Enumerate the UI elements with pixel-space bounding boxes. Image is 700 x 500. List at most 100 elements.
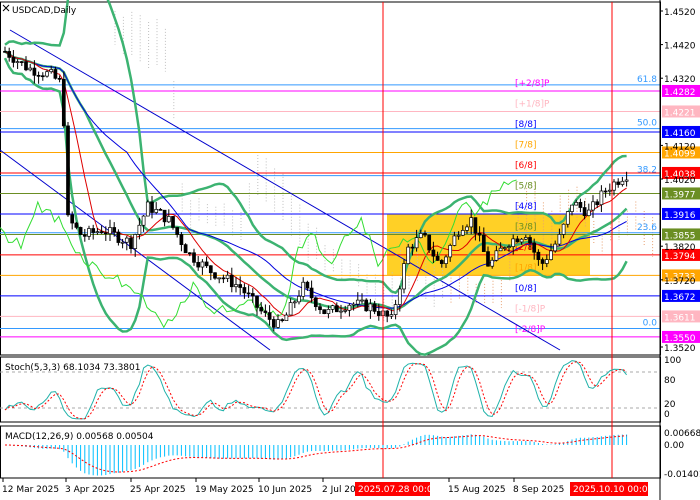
candle <box>540 257 545 271</box>
price-tag <box>662 248 700 261</box>
murray-label: [1/8] <box>515 263 537 273</box>
candle-body <box>389 314 394 317</box>
candle-body <box>490 259 495 267</box>
candle-body <box>574 202 579 206</box>
candle <box>591 195 595 218</box>
candle <box>460 225 465 237</box>
candle <box>326 305 331 319</box>
candle-body <box>570 204 574 212</box>
candle <box>360 293 364 304</box>
price-tag-text: 1.3916 <box>664 211 696 221</box>
candle <box>364 298 369 312</box>
candle-body <box>309 287 314 299</box>
candle <box>263 304 268 317</box>
candle-body <box>431 249 436 257</box>
candle <box>204 256 209 269</box>
candle-body <box>599 190 604 206</box>
candle <box>397 285 402 312</box>
candle <box>465 224 469 235</box>
price-tag-text: 1.4160 <box>664 129 696 139</box>
candle-body <box>74 222 79 228</box>
price-tag-text: 1.4282 <box>664 88 696 98</box>
price-tag <box>662 84 700 97</box>
candle <box>32 60 37 84</box>
candle <box>284 312 289 322</box>
candle <box>280 318 285 323</box>
candle <box>112 222 117 237</box>
candle-body <box>486 251 490 267</box>
candle <box>267 305 272 326</box>
candle-body <box>246 292 251 295</box>
candle-body <box>439 260 444 264</box>
candle-body <box>200 261 205 268</box>
candle <box>494 245 499 262</box>
candle <box>200 259 205 275</box>
bollinger-upper <box>4 0 627 295</box>
x-tick-label: 19 May 2025 <box>195 485 254 495</box>
candle <box>393 299 398 320</box>
candle <box>557 228 562 246</box>
candle-body <box>192 252 196 263</box>
candle <box>74 221 79 230</box>
candle-body <box>225 274 230 279</box>
candle-body <box>355 299 360 305</box>
price-tag <box>662 187 700 200</box>
candle <box>456 231 461 240</box>
candle-body <box>523 237 528 240</box>
candle-body <box>263 310 268 313</box>
candle <box>99 225 104 234</box>
candle <box>238 276 243 295</box>
x-tick-label: 3 Apr 2025 <box>65 485 115 495</box>
candle <box>549 243 553 261</box>
candle-body <box>238 284 243 288</box>
candle <box>78 226 83 236</box>
candle-body <box>129 237 133 249</box>
x-tick-label: 8 Sep 2025 <box>513 485 564 495</box>
murray-label: [+1/8]P <box>515 99 550 109</box>
candle <box>502 246 507 251</box>
candle <box>448 243 453 262</box>
candle <box>36 71 41 84</box>
candle-body <box>351 303 356 306</box>
candle-body <box>70 214 75 224</box>
candle <box>70 211 75 230</box>
candle-body <box>301 281 306 297</box>
price-tag <box>662 105 700 118</box>
candle <box>57 75 62 83</box>
x-tick-label: 25 Apr 2025 <box>130 485 186 495</box>
candle-body <box>32 67 37 76</box>
murray-label: [+2/8]P <box>515 79 550 89</box>
price-tag-text: 1.3794 <box>664 252 696 262</box>
candle <box>213 272 217 280</box>
candle <box>66 121 70 217</box>
candle <box>217 277 222 284</box>
candle-body <box>435 255 440 261</box>
candle <box>225 270 230 283</box>
candle <box>309 280 314 303</box>
candle <box>301 277 306 300</box>
candle <box>91 224 96 240</box>
candle-body <box>469 217 474 228</box>
candle <box>481 227 486 252</box>
candle-body <box>427 234 432 251</box>
stoch-tick: 80 <box>664 376 676 386</box>
candle-body <box>624 179 629 182</box>
candle-body <box>565 211 570 225</box>
candle-body <box>372 303 377 312</box>
candle <box>439 259 444 268</box>
price-tag <box>662 228 700 241</box>
macd-tick: 0.00 <box>664 441 684 451</box>
x-tick-label: 10 Jun 2025 <box>258 485 312 495</box>
candle-body <box>549 250 553 260</box>
candle-body <box>82 234 87 237</box>
candle <box>578 198 583 213</box>
candle-body <box>456 234 461 237</box>
time-marker-tag <box>570 482 648 496</box>
candle <box>250 288 255 304</box>
candle <box>402 259 406 294</box>
candle-body <box>368 303 373 312</box>
stoch-tick: 20 <box>664 400 676 410</box>
candle-body <box>28 67 33 71</box>
candle <box>313 296 318 311</box>
